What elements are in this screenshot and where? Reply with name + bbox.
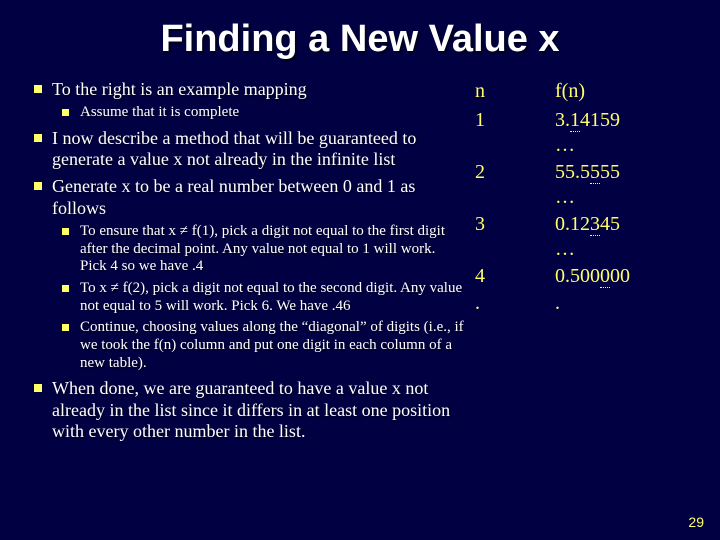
cell-n: 4 [475, 264, 555, 289]
sub-bullet-item: To x ≠ f(2), pick a digit not equal to t… [52, 280, 465, 315]
table-row: 2 55.5555… [475, 160, 690, 210]
cell-fn: 0.500000 [555, 264, 690, 289]
cell-n: 1 [475, 108, 555, 158]
table-header-row: n f(n) [475, 79, 690, 104]
bullet-text: To ensure that x ≠ f(1), pick a digit no… [80, 223, 445, 274]
bullet-item: I now describe a method that will be gua… [30, 128, 465, 170]
content-row: To the right is an example mapping Assum… [30, 79, 690, 448]
slide-title: Finding a New Value x [30, 18, 690, 61]
table-header-fn: f(n) [555, 79, 690, 104]
bullet-text: When done, we are guaranteed to have a v… [52, 378, 450, 440]
bullet-text: Generate x to be a real number between 0… [52, 176, 415, 217]
bullet-list: To the right is an example mapping Assum… [30, 79, 465, 442]
cell-fn: 3.14159… [555, 108, 690, 158]
bullet-item: To the right is an example mapping Assum… [30, 79, 465, 122]
sub-bullet-item: Continue, choosing values along the “dia… [52, 319, 465, 372]
diagonal-digit: 5 [590, 161, 600, 184]
table-row: 3 0.12345… [475, 212, 690, 262]
table-header-n: n [475, 79, 555, 104]
diagonal-digit: 1 [570, 109, 580, 132]
cell-fn: 55.5555… [555, 160, 690, 210]
diagonal-digit: 0 [600, 265, 610, 288]
bullet-text: To x ≠ f(2), pick a digit not equal to t… [80, 280, 462, 314]
diagonal-digit: 3 [590, 213, 600, 236]
cell-fn: . [555, 291, 690, 316]
slide: Finding a New Value x To the right is an… [0, 0, 720, 540]
mapping-table: n f(n) 1 3.14159… 2 55.5555… 3 0.12345… … [475, 79, 690, 448]
cell-n: 2 [475, 160, 555, 210]
bullet-column: To the right is an example mapping Assum… [30, 79, 465, 448]
bullet-text: Assume that it is complete [80, 104, 239, 120]
page-number: 29 [688, 514, 704, 530]
sub-bullet-item: Assume that it is complete [52, 104, 465, 122]
sub-bullet-item: To ensure that x ≠ f(1), pick a digit no… [52, 223, 465, 276]
bullet-item: When done, we are guaranteed to have a v… [30, 378, 465, 442]
bullet-text: To the right is an example mapping [52, 79, 307, 99]
table-row: 4 0.500000 [475, 264, 690, 289]
cell-n: . [475, 291, 555, 316]
bullet-text: I now describe a method that will be gua… [52, 128, 416, 169]
table-row: 1 3.14159… [475, 108, 690, 158]
bullet-item: Generate x to be a real number between 0… [30, 176, 465, 372]
cell-n: 3 [475, 212, 555, 262]
bullet-text: Continue, choosing values along the “dia… [80, 319, 464, 370]
cell-fn: 0.12345… [555, 212, 690, 262]
table-row: . . [475, 291, 690, 316]
